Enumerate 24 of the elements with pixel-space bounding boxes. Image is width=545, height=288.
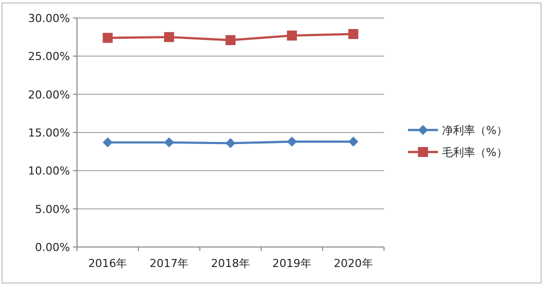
y-tick-label: 0.00%	[35, 241, 70, 254]
point	[348, 29, 358, 40]
point	[286, 30, 297, 41]
x-tick-label: 2020年	[334, 257, 373, 270]
point	[226, 35, 236, 46]
y-tick-label: 5.00%	[35, 202, 70, 216]
y-tick-label: 15.00%	[28, 126, 70, 140]
y-tick-label: 10.00%	[28, 164, 70, 178]
x-tick-label: 2017年	[150, 257, 189, 270]
point	[164, 32, 174, 42]
point	[226, 138, 236, 148]
y-tick-label: 20.00%	[28, 88, 70, 102]
legend-label: 毛利率（%）	[442, 146, 508, 159]
x-tick-label: 2018年	[211, 257, 250, 270]
x-tick-label: 2016年	[88, 257, 128, 270]
point	[164, 137, 174, 148]
point	[348, 136, 358, 147]
point	[286, 136, 297, 147]
y-tick-label: 25.00%	[28, 50, 70, 64]
point	[102, 32, 113, 43]
point	[102, 137, 113, 148]
y-tick-label: 30.00%	[28, 12, 70, 25]
x-tick-label: 2019年	[272, 257, 312, 270]
legend-label: 净利率（%）	[442, 124, 508, 137]
